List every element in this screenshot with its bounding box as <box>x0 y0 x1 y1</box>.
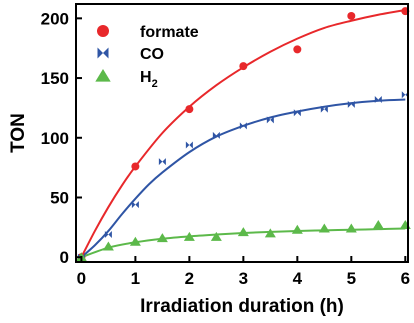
axes <box>75 3 409 263</box>
fit-line-co <box>80 98 406 258</box>
point-h2 <box>291 224 303 234</box>
point-h2 <box>183 231 195 241</box>
legend-label-h2-sub: 2 <box>152 78 158 90</box>
y-axis-title: TON <box>8 113 29 153</box>
point-formate <box>185 105 194 114</box>
point-co <box>239 122 247 130</box>
point-co <box>266 116 274 124</box>
y-tick-label-150: 150 <box>41 69 69 88</box>
plot-frame <box>75 3 409 263</box>
x-tick-label-0: 0 <box>77 269 86 288</box>
legend-marker-h2 <box>95 69 111 82</box>
y-tick-label-200: 200 <box>41 9 69 28</box>
point-co <box>131 201 139 209</box>
point-co <box>212 131 220 139</box>
legend-marker-co <box>97 47 109 59</box>
x-tick-label-2: 2 <box>185 269 194 288</box>
point-h2 <box>345 223 357 233</box>
point-formate <box>293 45 302 54</box>
point-h2 <box>210 231 222 241</box>
point-h2 <box>102 241 114 251</box>
legend-label-formate: formate <box>140 24 199 41</box>
point-h2 <box>156 233 168 243</box>
point-co <box>104 231 112 239</box>
point-co <box>185 141 193 149</box>
point-co <box>347 100 355 108</box>
point-h2 <box>399 219 411 229</box>
point-h2 <box>264 228 276 238</box>
x-tick-label-5: 5 <box>347 269 356 288</box>
point-co <box>374 96 382 104</box>
point-co <box>293 109 301 117</box>
fit-line-formate <box>80 8 406 258</box>
tick-labels: 0 50 100 150 200 0 1 2 3 4 5 6 <box>41 9 410 288</box>
fit-lines <box>80 8 406 259</box>
x-tick-label-6: 6 <box>401 269 410 288</box>
point-co <box>320 105 328 113</box>
y-tick-label-50: 50 <box>50 189 69 208</box>
x-tick-label-3: 3 <box>239 269 248 288</box>
y-tick-label-0: 0 <box>60 248 69 267</box>
point-formate <box>239 62 248 71</box>
x-axis-title: Irradiation duration (h) <box>140 296 344 317</box>
data-markers <box>75 7 411 262</box>
point-formate <box>347 11 356 20</box>
point-h2 <box>129 236 141 246</box>
x-tick-label-4: 4 <box>293 269 303 288</box>
point-formate <box>131 162 140 171</box>
legend: formate CO H2 <box>95 24 199 90</box>
legend-marker-formate <box>97 25 109 37</box>
y-tick-label-100: 100 <box>41 129 69 148</box>
legend-label-co: CO <box>140 46 164 63</box>
point-h2 <box>372 219 384 229</box>
legend-label-h2: H2 <box>140 69 158 90</box>
legend-label-h2-main: H <box>140 69 152 86</box>
point-h2 <box>318 223 330 233</box>
point-co <box>158 158 166 166</box>
x-tick-label-1: 1 <box>131 269 140 288</box>
point-h2 <box>237 227 249 237</box>
